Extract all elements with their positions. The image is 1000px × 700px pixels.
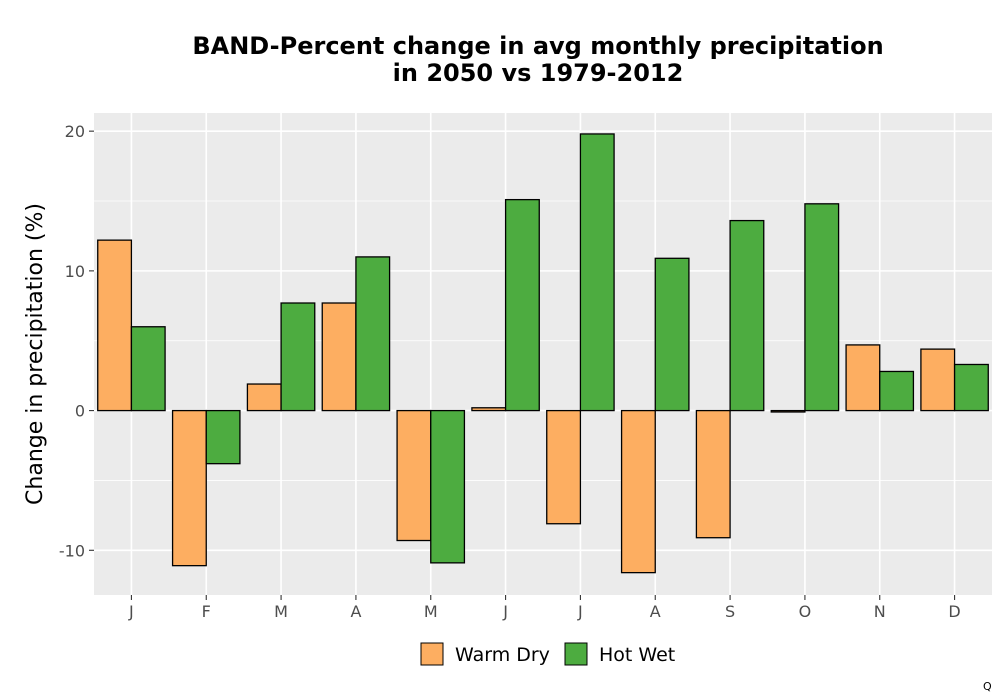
x-tick-label-1: F xyxy=(202,602,211,621)
y-tick-label-2: 10 xyxy=(65,262,85,281)
bar-hot-wet-6 xyxy=(579,133,615,412)
x-tick-label-11: D xyxy=(948,602,960,621)
legend: Warm Dry Hot Wet xyxy=(420,642,675,666)
x-tick-label-10: N xyxy=(874,602,886,621)
corner-mark: Q xyxy=(983,680,992,693)
y-axis-title: Change in precipitation (%) xyxy=(23,203,48,505)
bar-hot-wet-2 xyxy=(280,302,316,412)
legend-swatch-hot-wet xyxy=(564,642,588,666)
bar-hot-wet-10 xyxy=(879,370,915,412)
bar-warm-dry-9 xyxy=(770,409,806,413)
x-tick-label-8: S xyxy=(725,602,735,621)
x-tick-label-3: A xyxy=(350,602,361,621)
bar-warm-dry-10 xyxy=(845,344,881,412)
bar-layer xyxy=(97,133,989,574)
bar-warm-dry-3 xyxy=(321,302,357,412)
bar-warm-dry-7 xyxy=(620,409,656,574)
x-tick-label-0: J xyxy=(128,602,134,621)
y-axis: -10 0 10 20 xyxy=(59,122,94,560)
x-tick-label-5: J xyxy=(502,602,508,621)
bar-warm-dry-5 xyxy=(471,407,507,412)
bar-warm-dry-0 xyxy=(97,239,133,412)
bar-hot-wet-7 xyxy=(654,257,690,412)
bar-warm-dry-2 xyxy=(246,383,282,412)
bar-warm-dry-4 xyxy=(396,409,432,542)
bar-hot-wet-5 xyxy=(504,198,540,412)
bar-warm-dry-8 xyxy=(695,409,731,539)
bar-hot-wet-0 xyxy=(130,326,166,412)
x-tick-label-4: M xyxy=(424,602,438,621)
x-tick-label-7: A xyxy=(650,602,661,621)
bar-hot-wet-4 xyxy=(430,409,466,564)
bar-warm-dry-11 xyxy=(920,348,956,412)
bar-hot-wet-3 xyxy=(355,256,391,412)
bar-warm-dry-6 xyxy=(546,409,582,525)
bar-hot-wet-1 xyxy=(205,409,241,465)
legend-label-warm-dry: Warm Dry xyxy=(455,644,550,666)
bar-hot-wet-9 xyxy=(804,203,840,412)
x-tick-label-9: O xyxy=(799,602,812,621)
y-tick-label-3: 20 xyxy=(65,122,85,141)
chart-title-line-1: BAND-Percent change in avg monthly preci… xyxy=(192,32,883,60)
bar-hot-wet-8 xyxy=(729,219,765,412)
bar-warm-dry-1 xyxy=(171,409,207,567)
bar-hot-wet-11 xyxy=(953,363,989,412)
chart-title-line-2: in 2050 vs 1979-2012 xyxy=(393,59,684,87)
x-tick-label-6: J xyxy=(577,602,583,621)
plot-panel xyxy=(94,113,992,595)
legend-swatch-warm-dry xyxy=(420,642,444,666)
legend-label-hot-wet: Hot Wet xyxy=(599,644,675,666)
y-tick-label-1: 0 xyxy=(75,402,85,421)
y-tick-label-0: -10 xyxy=(59,541,85,560)
x-tick-label-2: M xyxy=(274,602,288,621)
